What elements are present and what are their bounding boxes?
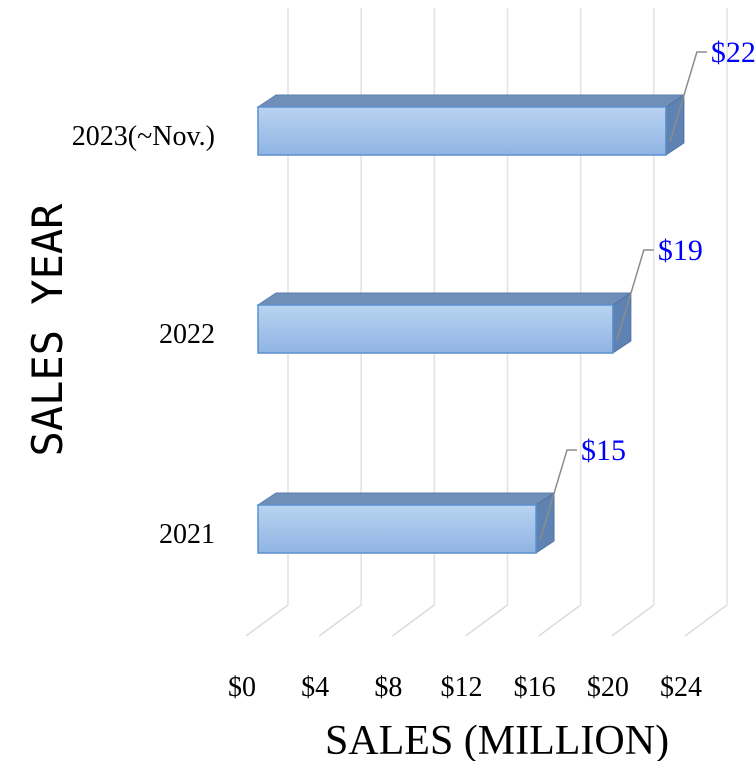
x-tick-label: $0 — [228, 672, 256, 703]
bar — [257, 106, 667, 156]
grid-line — [318, 604, 362, 637]
grid-line — [391, 604, 435, 637]
bar — [257, 504, 537, 554]
x-tick-label: $8 — [374, 672, 402, 703]
x-axis-title: SALES (MILLION) — [325, 718, 669, 761]
x-tick-label: $24 — [660, 672, 702, 703]
grid-line — [538, 604, 582, 637]
y-tick-label: 2023(~Nov.) — [72, 121, 215, 152]
x-tick-label: $4 — [301, 672, 329, 703]
leader-line — [669, 51, 707, 143]
bar-top — [256, 492, 556, 506]
y-axis-title: SALES YEAR — [23, 203, 72, 457]
x-tick-label: $20 — [587, 672, 629, 703]
data-label: $19 — [658, 234, 703, 267]
grid-line — [465, 604, 508, 637]
bar-top — [256, 94, 686, 108]
leader-line — [616, 249, 654, 341]
data-label: $15 — [581, 434, 626, 467]
bar — [257, 304, 614, 354]
bar-top — [256, 292, 633, 306]
y-tick-label: 2022 — [159, 319, 215, 350]
leader-line — [539, 449, 578, 541]
y-tick-label: 2021 — [159, 519, 215, 550]
grid-line — [245, 604, 289, 637]
x-tick-label: $16 — [514, 672, 556, 703]
grid-line — [611, 604, 655, 637]
grid-line — [684, 604, 728, 637]
data-label: $22 — [711, 36, 755, 69]
x-tick-label: $12 — [441, 672, 483, 703]
